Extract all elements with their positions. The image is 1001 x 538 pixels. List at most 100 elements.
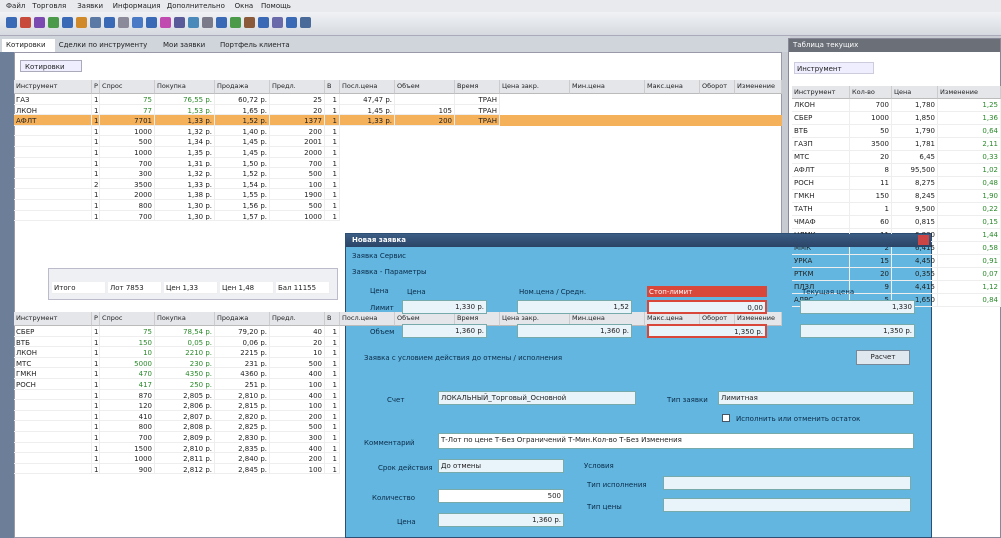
table-cell[interactable] bbox=[14, 410, 92, 422]
toolbar-button[interactable] bbox=[300, 17, 311, 28]
toolbar-button[interactable] bbox=[20, 17, 31, 28]
menu-item[interactable]: Заявки bbox=[77, 2, 104, 10]
menu-item[interactable]: Помощь bbox=[261, 2, 291, 10]
input[interactable]: 1,350 р. bbox=[800, 324, 915, 338]
table-cell[interactable]: АФЛТ bbox=[792, 164, 850, 177]
toolbar-button[interactable] bbox=[216, 17, 227, 28]
table-cell[interactable]: ГАЗП bbox=[792, 138, 850, 151]
select[interactable] bbox=[663, 498, 911, 512]
table-cell[interactable]: РОСН bbox=[792, 177, 850, 190]
table-cell[interactable] bbox=[14, 125, 92, 137]
select[interactable] bbox=[663, 476, 911, 490]
toolbar-button[interactable] bbox=[258, 17, 269, 28]
table-cell[interactable] bbox=[14, 421, 92, 432]
toolbar-button[interactable] bbox=[188, 17, 199, 28]
table-cell[interactable] bbox=[14, 210, 92, 222]
input[interactable]: 0,00 bbox=[647, 300, 767, 314]
close-button[interactable] bbox=[918, 235, 929, 245]
input[interactable]: 1,360 р. bbox=[517, 324, 632, 338]
input[interactable]: 500 bbox=[438, 489, 564, 503]
tab[interactable]: Сделки по инструменту bbox=[58, 41, 148, 49]
column-header: Покупка bbox=[155, 312, 215, 326]
toolbar-button[interactable] bbox=[244, 17, 255, 28]
dialog-menu[interactable]: Заявка Сервис bbox=[352, 252, 407, 260]
toolbar-button[interactable] bbox=[48, 17, 59, 28]
checkbox[interactable] bbox=[722, 414, 730, 422]
toolbar-button[interactable] bbox=[118, 17, 129, 28]
select[interactable]: До отмены bbox=[438, 459, 564, 473]
input[interactable]: 1,350 р. bbox=[647, 324, 767, 338]
select[interactable]: ЛОКАЛЬНЫЙ_Торговый_Основной bbox=[438, 391, 636, 405]
table-cell[interactable] bbox=[14, 189, 92, 200]
table-cell[interactable] bbox=[14, 136, 92, 147]
toolbar-button[interactable] bbox=[6, 17, 17, 28]
tab[interactable]: Котировки bbox=[2, 39, 55, 52]
table-cell[interactable] bbox=[14, 168, 92, 179]
table-cell[interactable]: АФЛТ bbox=[14, 115, 92, 126]
select[interactable]: Лимитная bbox=[718, 391, 914, 405]
button[interactable]: Расчет bbox=[856, 350, 910, 365]
table-cell[interactable]: ГАЗ bbox=[14, 94, 92, 105]
table-cell[interactable]: СБЕР bbox=[792, 112, 850, 125]
table-cell[interactable]: ВТБ bbox=[14, 336, 92, 348]
table-cell: 1,65 р. bbox=[215, 104, 270, 116]
table-cell[interactable]: МТС bbox=[792, 151, 850, 164]
toolbar-button[interactable] bbox=[160, 17, 171, 28]
table-cell[interactable]: ПЛЗЛ bbox=[792, 281, 850, 294]
table-cell[interactable] bbox=[14, 147, 92, 158]
table-cell[interactable] bbox=[14, 389, 92, 401]
toolbar-button[interactable] bbox=[146, 17, 157, 28]
toolbar-button[interactable] bbox=[90, 17, 101, 28]
table-cell[interactable]: РОСН bbox=[14, 379, 92, 390]
table-cell[interactable]: ГМКН bbox=[792, 190, 850, 203]
toolbar-button[interactable] bbox=[202, 17, 213, 28]
toolbar-button[interactable] bbox=[272, 17, 283, 28]
input[interactable]: 1,330 bbox=[800, 300, 915, 314]
toolbar-button[interactable] bbox=[104, 17, 115, 28]
input[interactable]: 1,52 bbox=[517, 300, 632, 314]
table-cell[interactable] bbox=[14, 400, 92, 411]
toolbar-button[interactable] bbox=[132, 17, 143, 28]
toolbar-button[interactable] bbox=[286, 17, 297, 28]
input[interactable]: 1,330 р. bbox=[402, 300, 487, 314]
table-cell[interactable]: ГМКН bbox=[14, 368, 92, 379]
menu-item[interactable]: Информация bbox=[112, 2, 161, 10]
table-cell[interactable]: МТС bbox=[14, 357, 92, 369]
table-cell[interactable] bbox=[14, 432, 92, 443]
table-cell[interactable]: ВТБ bbox=[792, 125, 850, 138]
table-cell[interactable]: ЛКОН bbox=[792, 99, 850, 112]
table-cell[interactable]: ЧМАФ bbox=[792, 216, 850, 229]
tab[interactable]: Мои заявки bbox=[163, 41, 206, 49]
table-cell[interactable] bbox=[14, 200, 92, 211]
table-cell: 2210 р. bbox=[155, 347, 215, 358]
table-cell[interactable]: СБЕР bbox=[14, 326, 92, 337]
tab[interactable]: Портфель клиента bbox=[220, 41, 290, 49]
table-cell[interactable] bbox=[14, 178, 92, 190]
table-cell[interactable]: ММК bbox=[792, 242, 850, 255]
toolbar-button[interactable] bbox=[34, 17, 45, 28]
menu-item[interactable]: Торговля bbox=[32, 2, 67, 10]
table-cell[interactable]: ЛКОН bbox=[14, 347, 92, 358]
menu-item[interactable]: Дополнительно bbox=[166, 2, 225, 10]
table-cell[interactable] bbox=[14, 463, 92, 475]
table-cell[interactable]: РТКМ bbox=[792, 268, 850, 281]
table-cell[interactable]: ЛКОН bbox=[14, 104, 92, 116]
table-cell[interactable]: УРКА bbox=[792, 255, 850, 268]
menu-item[interactable]: Окна bbox=[234, 2, 254, 10]
toolbar-button[interactable] bbox=[230, 17, 241, 28]
checkbox-label[interactable]: Исполнить или отменить остаток bbox=[736, 415, 861, 423]
table-cell: 2000 bbox=[270, 147, 325, 158]
input[interactable]: 1,360 р. bbox=[438, 513, 564, 527]
input[interactable]: Т-Лот по цене Т-Без Ограничений Т-Мин.Ко… bbox=[438, 433, 914, 449]
toolbar-button[interactable] bbox=[76, 17, 87, 28]
table-cell[interactable]: ТАТН bbox=[792, 203, 850, 216]
toolbar-button[interactable] bbox=[174, 17, 185, 28]
note: Заявка с условием действия до отмены / и… bbox=[364, 354, 563, 362]
table-cell[interactable] bbox=[14, 453, 92, 464]
table-cell[interactable] bbox=[14, 157, 92, 169]
input[interactable]: 1,360 р. bbox=[402, 324, 487, 338]
table-cell[interactable] bbox=[14, 442, 92, 454]
inner-tab[interactable]: Котировки bbox=[20, 60, 82, 72]
menu-item[interactable]: Файл bbox=[6, 2, 26, 10]
toolbar-button[interactable] bbox=[62, 17, 73, 28]
